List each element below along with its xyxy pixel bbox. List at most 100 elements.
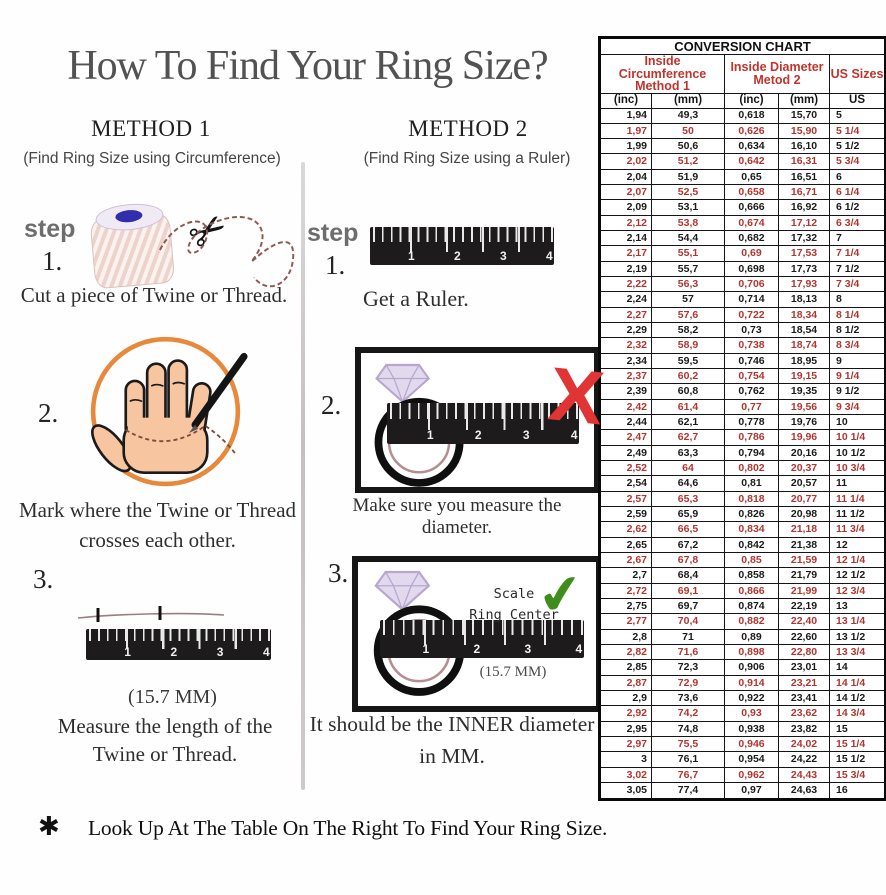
table-cell: 2,65 (599, 536, 652, 554)
table-cell: 2,02 (599, 153, 652, 170)
table-cell: 23,21 (778, 674, 830, 691)
method2-step2-box: 1 2 3 4 (355, 347, 600, 493)
table-cell: 23,62 (778, 705, 830, 722)
method1-step1-caption: Cut a piece of Twine or Thread. (20, 283, 288, 307)
table-cell: 0,93 (724, 705, 779, 722)
method1-step3-number: 3. (33, 564, 54, 594)
method1-title: METHOD 1 (91, 116, 211, 141)
table-cell: 60,2 (651, 368, 725, 385)
table-cell: 2,92 (599, 705, 652, 722)
table-row: 2,9 73,6 0,922 23,41 14 1/2 (599, 689, 886, 707)
table-cell: 0,954 (724, 751, 779, 768)
table-cell: 8 (828, 291, 886, 308)
table-cell: 0,73 (724, 322, 779, 339)
table-cell: 58,2 (651, 322, 725, 339)
footnote-asterisk-icon: ✱ (38, 812, 60, 841)
table-row: 2,67 67,8 0,85 21,59 12 1/4 (599, 552, 886, 569)
twine-on-palm (125, 424, 237, 455)
table-cell: 23,41 (778, 689, 830, 707)
table-cell: 9 (828, 352, 886, 370)
table-cell: 20,57 (778, 475, 830, 492)
table-cell: 52,5 (651, 184, 725, 201)
table-cell: 0,874 (724, 597, 779, 615)
table-cell: 15 (828, 720, 886, 737)
table-row: 2,47 62,7 0,786 19,96 10 1/4 (599, 429, 886, 446)
table-cell: 21,79 (778, 567, 830, 584)
table-cell: 18,74 (778, 337, 830, 354)
table-row: 2,59 65,9 0,826 20,98 11 1/2 (599, 506, 886, 523)
table-cell: 5 1/2 (828, 138, 886, 155)
ruler-graphic-method1: 1 2 3 4 (86, 629, 271, 660)
table-cell: 0,738 (724, 337, 779, 354)
method2-subtitle: (Find Ring Size using a Ruler) (363, 150, 571, 167)
table-cell: 62,1 (651, 414, 725, 431)
sub-header-mm-2: (mm) (778, 92, 830, 109)
table-cell: 2,32 (599, 337, 652, 354)
method1-step3-caption-line1: Measure the length of the (57, 714, 273, 738)
circumference-header-line1: Inside Circumference (618, 54, 707, 81)
table-cell: 17,12 (778, 214, 830, 232)
table-cell: 24,22 (778, 751, 830, 768)
table-cell: 72,3 (651, 659, 725, 676)
table-cell: 2,72 (599, 582, 652, 600)
table-cell: 18,54 (778, 322, 830, 339)
table-cell: 3,02 (599, 766, 652, 783)
table-cell: 13 3/4 (828, 643, 886, 661)
table-row: 1,99 50,6 0,634 16,10 5 1/2 (599, 138, 886, 155)
table-cell: 0,826 (724, 506, 779, 523)
table-cell: 2,12 (599, 214, 652, 232)
table-cell: 17,53 (778, 245, 830, 262)
table-row: 2,12 53,8 0,674 17,12 6 3/4 (599, 214, 886, 232)
footnote-text: Look Up At The Table On The Right To Fin… (88, 816, 608, 840)
sub-header-inc-2: (inc) (724, 92, 779, 109)
table-cell: 2,75 (599, 597, 652, 615)
table-cell: 0,786 (724, 429, 779, 446)
table-cell: 74,2 (651, 705, 725, 722)
table-cell: 0,866 (724, 582, 779, 600)
table-cell: 51,9 (651, 168, 725, 186)
table-row: 2,19 55,7 0,698 17,73 7 1/2 (599, 260, 886, 278)
table-cell: 72,9 (651, 674, 725, 691)
table-cell: 2,8 (599, 628, 652, 645)
table-cell: 2,52 (599, 460, 652, 477)
table-cell: 0,658 (724, 184, 779, 201)
table-cell: 3 (599, 751, 652, 768)
table-row: 2,34 59,5 0,746 18,95 9 (599, 352, 886, 370)
table-cell: 14 1/2 (828, 689, 886, 707)
table-cell: 0,898 (724, 643, 779, 661)
table-cell: 24,43 (778, 766, 830, 783)
table-cell: 2,22 (599, 276, 652, 293)
column-divider (301, 162, 305, 790)
table-cell: 0,89 (724, 628, 779, 645)
table-cell: 2,9 (599, 689, 652, 707)
table-cell: 5 (828, 107, 886, 124)
table-cell: 60,8 (651, 383, 725, 400)
table-cell: 2,49 (599, 444, 652, 462)
table-row: 2,09 53,1 0,666 16,92 6 1/2 (599, 199, 886, 216)
table-cell: 8 1/2 (828, 322, 886, 339)
table-cell: 15,70 (778, 107, 830, 124)
table-cell: 0,97 (724, 781, 779, 801)
table-cell: 15 1/4 (828, 735, 886, 753)
table-cell: 20,98 (778, 506, 830, 523)
table-cell: 7 3/4 (828, 276, 886, 293)
table-row: 2,37 60,2 0,754 19,15 9 1/4 (599, 368, 886, 385)
table-cell: 0,77 (724, 398, 779, 416)
table-cell: 2,82 (599, 643, 652, 661)
table-row: 2,57 65,3 0,818 20,77 11 1/4 (599, 490, 886, 508)
table-cell: 55,1 (651, 245, 725, 262)
table-cell: 61,4 (651, 398, 725, 416)
table-cell: 2,87 (599, 674, 652, 691)
table-cell: 19,35 (778, 383, 830, 400)
table-cell: 10 1/4 (828, 429, 886, 446)
table-cell: 13 (828, 597, 886, 615)
table-cell: 2,67 (599, 552, 652, 569)
table-cell: 2,14 (599, 230, 652, 247)
method2-step3-number: 3. (328, 558, 349, 588)
table-cell: 0,722 (724, 306, 779, 324)
table-cell: 76,7 (651, 766, 725, 783)
table-cell: 0,634 (724, 138, 779, 155)
table-cell: 3,05 (599, 781, 652, 801)
table-row: 2,02 51,2 0,642 16,31 5 3/4 (599, 153, 886, 170)
method1-measurement: (15.7 MM) (128, 686, 217, 708)
